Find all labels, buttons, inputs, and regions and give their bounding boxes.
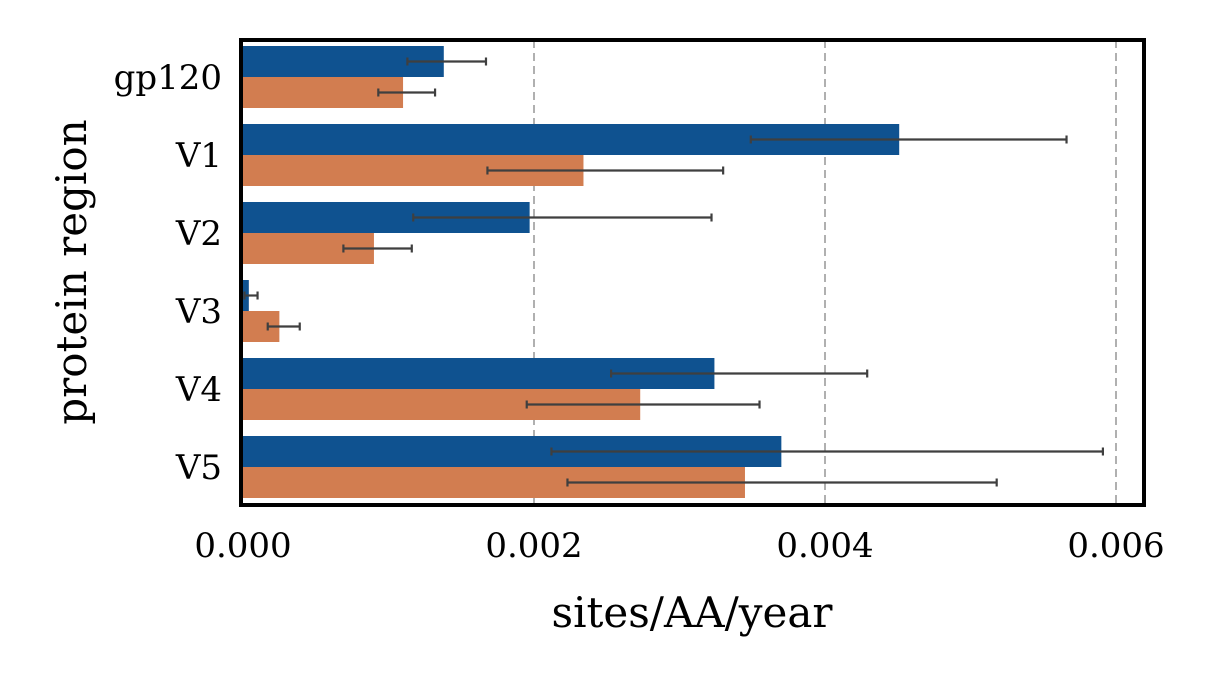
y-tick-label: V2	[175, 214, 222, 254]
error-bars	[243, 57, 1105, 487]
x-tick-label: 0.004	[776, 526, 873, 566]
x-tick-labels: 0.000 0.002 0.004 0.006	[194, 526, 1164, 566]
y-tick-label: V5	[175, 448, 222, 488]
y-tick-labels: gp120 V1 V2 V3 V4 V5	[114, 58, 222, 488]
plot-frame	[239, 38, 1146, 507]
x-tick-label: 0.000	[194, 526, 291, 566]
x-tick-label: 0.002	[485, 526, 582, 566]
x-axis-label: sites/AA/year	[552, 588, 834, 637]
bar-gp120-series-2	[243, 77, 404, 108]
y-tick-label: gp120	[114, 58, 222, 98]
y-tick-label: V3	[175, 292, 222, 332]
gridlines	[533, 40, 1117, 505]
y-tick-label: V4	[175, 370, 222, 410]
x-tick-label: 0.006	[1067, 526, 1164, 566]
y-axis-label: protein region	[47, 119, 96, 424]
bars	[243, 46, 900, 498]
y-tick-label: V1	[175, 136, 222, 176]
